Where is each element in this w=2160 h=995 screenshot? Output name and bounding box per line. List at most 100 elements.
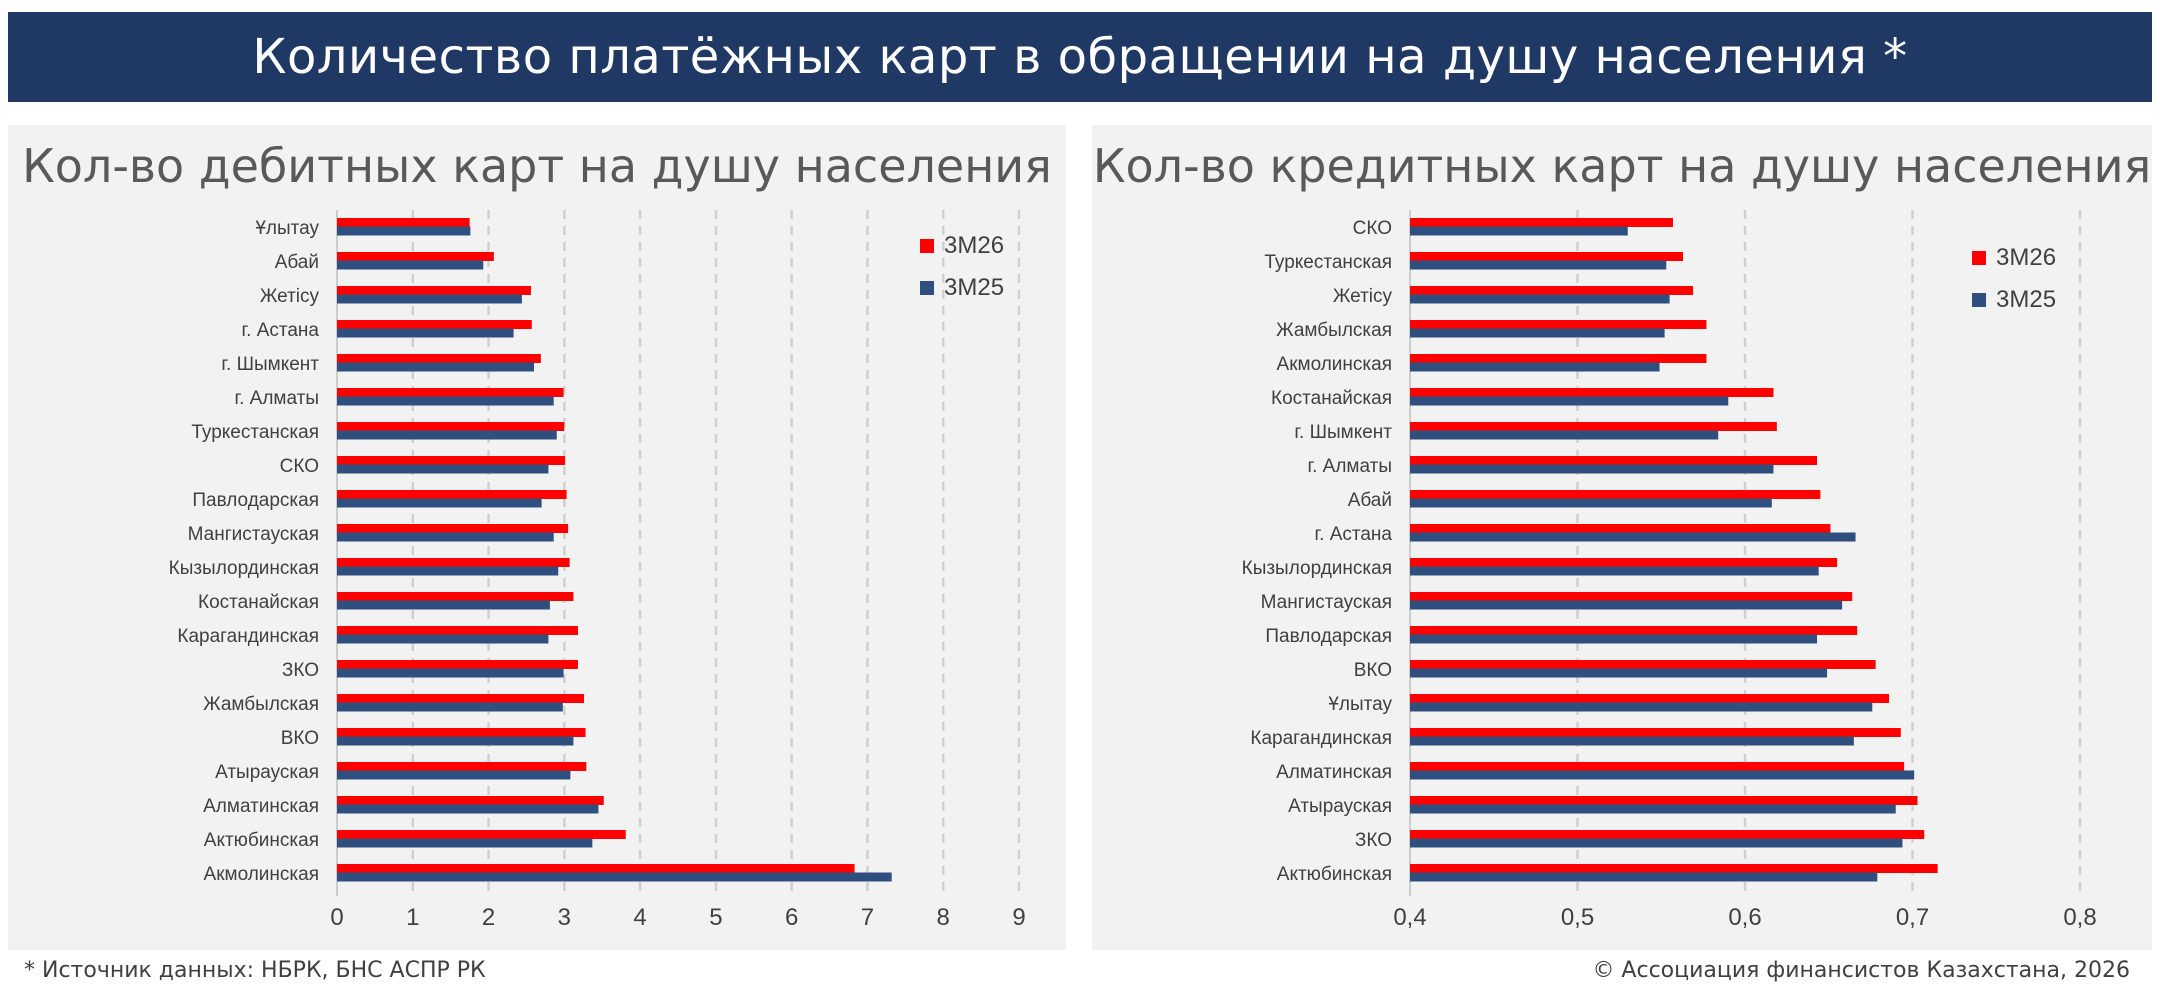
debit-cards-panel: Кол-во дебитных карт на душу населения 0… (8, 125, 1066, 950)
debit-bar-3m26 (337, 660, 578, 669)
debit-bar-3m25 (337, 226, 471, 236)
credit-category-label: Актюбинская (1277, 864, 1392, 885)
debit-bar-3m25 (337, 702, 563, 712)
credit-bar-3m26 (1410, 660, 1876, 669)
credit-category-label: г. Астана (1315, 524, 1393, 545)
debit-category-label: Карагандинская (177, 626, 319, 647)
debit-bar-3m26 (337, 354, 541, 363)
credit-bar-3m26 (1410, 864, 1938, 873)
credit-bar-3m26 (1410, 830, 1925, 839)
credit-tick-label: 0,4 (1393, 904, 1426, 931)
credit-bar-3m25 (1410, 600, 1843, 610)
debit-bar-3m26 (337, 320, 532, 329)
debit-bar-3m25 (337, 736, 574, 746)
debit-category-label: Кызылординская (169, 558, 319, 579)
credit-bar-3m26 (1410, 252, 1684, 261)
credit-bar-3m25 (1410, 260, 1667, 270)
debit-tick-label: 8 (937, 904, 950, 931)
debit-bar-3m25 (337, 770, 571, 780)
credit-bar-3m26 (1410, 524, 1831, 533)
debit-bar-3m26 (337, 558, 570, 567)
debit-tick-label: 0 (330, 904, 343, 931)
debit-category-label: г. Шымкент (221, 354, 319, 375)
credit-bar-3m25 (1410, 736, 1854, 746)
debit-bar-3m25 (337, 498, 542, 508)
credit-bar-3m25 (1410, 668, 1828, 678)
debit-category-label: Алматинская (203, 796, 319, 817)
credit-bar-3m25 (1410, 532, 1856, 542)
credit-chart-title: Кол-во кредитных карт на душу населения (1092, 139, 2152, 193)
credit-bar-3m25 (1410, 566, 1819, 576)
debit-tick-label: 3 (558, 904, 571, 931)
debit-category-label: Ұлытау (255, 218, 319, 239)
debit-bar-3m25 (337, 328, 514, 338)
debit-legend-label: 3М26 (944, 232, 1004, 259)
debit-chart-title: Кол-во дебитных карт на душу населения (22, 139, 1052, 193)
debit-bar-3m26 (337, 762, 587, 771)
debit-legend-label: 3М25 (944, 274, 1004, 301)
debit-category-label: Жетісу (260, 286, 320, 307)
debit-tick-label: 4 (633, 904, 646, 931)
debit-tick-label: 7 (861, 904, 874, 931)
debit-bar-3m25 (337, 260, 484, 270)
credit-legend-label: 3М26 (1996, 244, 2056, 271)
debit-tick-label: 9 (1012, 904, 1025, 931)
credit-category-label: Костанайская (1271, 388, 1392, 409)
debit-cards-chart: 0 1 2 3 4 5 6 7 8 9 Ұлытау Абай Жетісу г. Астана г. Шы… (169, 210, 1026, 931)
debit-tick-label: 2 (482, 904, 495, 931)
debit-bar-3m26 (337, 592, 574, 601)
credit-bar-3m26 (1410, 592, 1853, 601)
credit-bar-3m26 (1410, 490, 1821, 499)
credit-category-label: ЗКО (1355, 830, 1392, 851)
debit-bar-3m25 (337, 838, 593, 848)
credit-category-label: Карагандинская (1250, 728, 1392, 749)
credit-category-label: Атырауская (1288, 796, 1392, 817)
credit-category-label: Кызылординская (1242, 558, 1392, 579)
credit-category-label: ВКО (1354, 660, 1392, 681)
debit-category-label: Абай (275, 252, 319, 273)
debit-bar-3m25 (337, 430, 557, 440)
debit-bar-3m25 (337, 634, 549, 644)
debit-bar-3m26 (337, 626, 578, 635)
debit-legend-swatch (920, 281, 934, 295)
credit-bar-3m26 (1410, 286, 1694, 295)
debit-bar-3m25 (337, 600, 550, 610)
credit-bar-3m26 (1410, 728, 1901, 737)
debit-bar-3m26 (337, 422, 565, 431)
debit-bar-3m26 (337, 286, 531, 295)
credit-tick-label: 0,8 (2063, 904, 2096, 931)
credit-bar-3m26 (1410, 422, 1777, 431)
credit-bar-3m26 (1410, 796, 1918, 805)
debit-category-label: г. Алматы (235, 388, 320, 409)
credit-bar-3m25 (1410, 328, 1665, 338)
debit-bar-3m26 (337, 694, 585, 703)
credit-bar-3m26 (1410, 762, 1905, 771)
debit-bar-3m26 (337, 388, 564, 397)
credit-category-label: г. Алматы (1308, 456, 1393, 477)
debit-category-label: Мангистауская (188, 524, 319, 545)
credit-bar-3m26 (1410, 626, 1858, 635)
debit-bar-3m26 (337, 218, 470, 227)
credit-bar-3m26 (1410, 354, 1707, 363)
credit-bar-3m25 (1410, 634, 1818, 644)
credit-legend-swatch (1972, 251, 1986, 265)
credit-bar-3m25 (1410, 838, 1903, 848)
debit-bar-3m26 (337, 524, 569, 533)
credit-bar-3m25 (1410, 362, 1660, 372)
credit-bar-3m25 (1410, 294, 1670, 304)
credit-bar-3m26 (1410, 558, 1838, 567)
debit-bar-3m26 (337, 830, 626, 839)
debit-bar-3m26 (337, 456, 566, 465)
page-title: Количество платёжных карт в обращении на… (8, 12, 2152, 102)
credit-tick-label: 0,6 (1728, 904, 1761, 931)
credit-legend-swatch (1972, 293, 1986, 307)
credit-category-label: Жетісу (1333, 286, 1393, 307)
credit-category-label: Мангистауская (1261, 592, 1392, 613)
credit-bar-3m26 (1410, 218, 1673, 227)
debit-category-label: Атырауская (215, 762, 319, 783)
copyright-note: © Ассоциация финансистов Казахстана, 202… (1592, 958, 2130, 983)
credit-category-label: г. Шымкент (1294, 422, 1392, 443)
debit-bar-3m25 (337, 532, 554, 542)
debit-category-label: Жамбылская (203, 694, 319, 715)
credit-bar-3m25 (1410, 226, 1628, 236)
